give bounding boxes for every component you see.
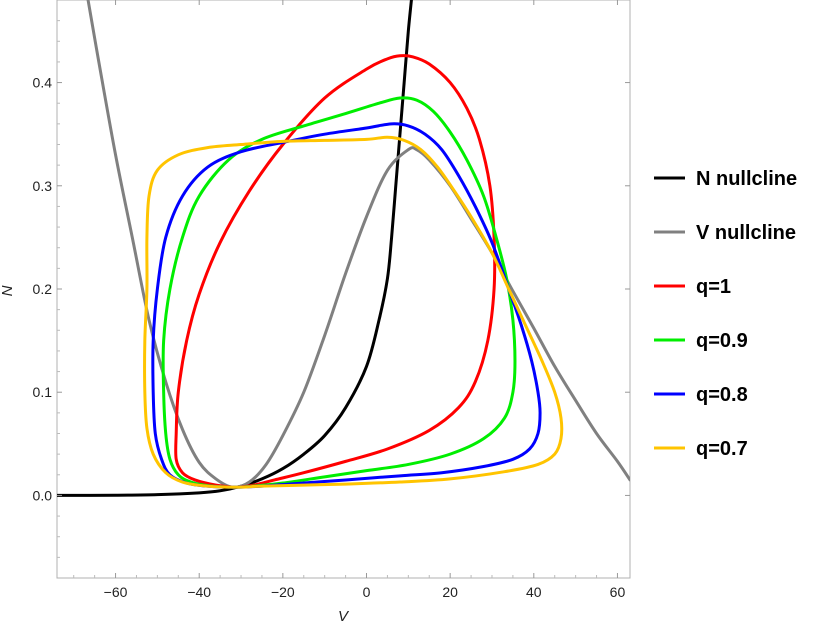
- legend-label: q=1: [696, 276, 731, 298]
- legend: N nullcline V nullcline q=1 q=0.9 q=0.8 q=0.7: [654, 168, 797, 460]
- series-v-nullcline-curve: [86, 0, 630, 489]
- x-tick-label: −60: [104, 584, 128, 600]
- legend-label: q=0.7: [696, 438, 748, 460]
- y-tick-label: 0.0: [33, 487, 53, 503]
- x-tick-label: 20: [442, 584, 458, 600]
- legend-item-v-nullcline: V nullcline: [654, 222, 796, 244]
- series-q-0-7-curve: [143, 135, 564, 489]
- y-axis-label: N: [0, 285, 16, 296]
- legend-item-q-0-9: q=0.9: [654, 330, 748, 352]
- legend-label: V nullcline: [696, 222, 796, 244]
- x-tick-label: 60: [610, 584, 626, 600]
- y-tick-label: 0.4: [33, 75, 53, 91]
- series-q-0-8-curve: [151, 122, 542, 489]
- x-tick-label: −40: [187, 584, 211, 600]
- legend-item-q-0-8: q=0.8: [654, 384, 748, 406]
- legend-item-q-1: q=1: [654, 276, 731, 298]
- series-q-0-9-curve: [161, 96, 517, 489]
- curves-layer: [57, 0, 630, 497]
- y-ticks: 0.0 0.1 0.2 0.3 0.4: [33, 20, 630, 558]
- legend-label: N nullcline: [696, 168, 797, 190]
- y-tick-label: 0.1: [33, 384, 53, 400]
- x-ticks: −60 −40 −20 0 20 40 60: [73, 0, 626, 600]
- x-tick-label: 40: [526, 584, 542, 600]
- series-q-1-curve: [174, 54, 497, 489]
- legend-item-n-nullcline: N nullcline: [654, 168, 797, 190]
- legend-item-q-0-7: q=0.7: [654, 438, 748, 460]
- x-axis-label: V: [338, 608, 350, 625]
- y-tick-label: 0.3: [33, 178, 53, 194]
- x-tick-label: −20: [271, 584, 295, 600]
- legend-label: q=0.8: [696, 384, 748, 406]
- y-tick-label: 0.2: [33, 281, 53, 297]
- x-tick-label: 0: [363, 584, 371, 600]
- legend-label: q=0.9: [696, 330, 748, 352]
